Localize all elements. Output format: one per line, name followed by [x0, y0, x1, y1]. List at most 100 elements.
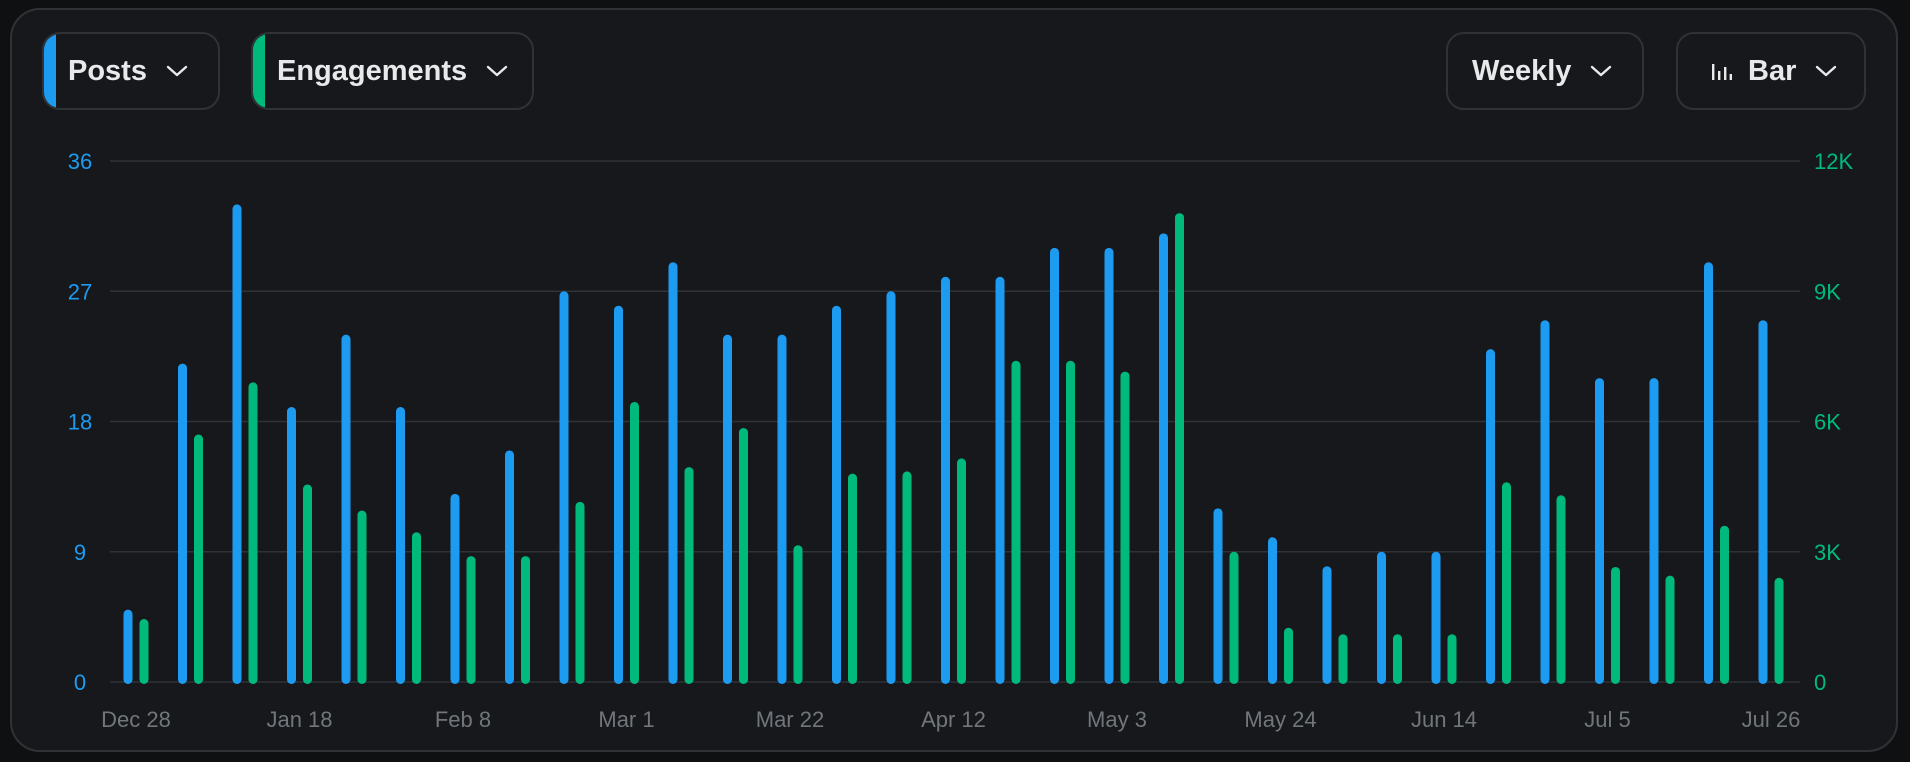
bars	[123, 204, 1784, 685]
engagements-bar[interactable]	[1175, 213, 1184, 684]
left-axis-tick-label: 36	[68, 149, 92, 174]
posts-bar[interactable]	[1758, 320, 1768, 684]
metric2-selector[interactable]: Engagements	[251, 32, 534, 110]
posts-bar[interactable]	[287, 407, 296, 684]
posts-bar[interactable]	[123, 609, 133, 684]
posts-bar[interactable]	[232, 204, 242, 684]
right-axis-tick-label: 0	[1814, 670, 1826, 695]
engagements-bar[interactable]	[466, 556, 476, 684]
engagements-bar[interactable]	[1774, 577, 1784, 684]
posts-bar[interactable]	[450, 493, 460, 684]
engagements-bar[interactable]	[521, 556, 530, 684]
chart-card	[10, 8, 1898, 752]
posts-bar[interactable]	[886, 291, 896, 684]
engagements-bar[interactable]	[684, 467, 694, 684]
metric2-color-swatch	[253, 34, 265, 108]
left-axis-tick-label: 0	[74, 670, 86, 695]
bar-chart-icon	[1710, 60, 1732, 82]
posts-bar[interactable]	[941, 276, 950, 684]
posts-bar[interactable]	[1213, 508, 1223, 684]
posts-bar[interactable]	[1050, 247, 1059, 685]
x-axis-tick-label: Mar 22	[756, 707, 824, 732]
chevron-down-icon	[1589, 63, 1613, 79]
posts-bar[interactable]	[178, 363, 187, 684]
posts-bar[interactable]	[1159, 233, 1168, 684]
left-axis-tick-label: 18	[68, 410, 92, 435]
posts-bar[interactable]	[777, 334, 787, 684]
metric2-label: Engagements	[277, 54, 468, 87]
posts-bar[interactable]	[1322, 566, 1332, 684]
interval-selector[interactable]: Weekly	[1446, 32, 1644, 110]
x-axis-tick-label: Jun 14	[1411, 707, 1477, 732]
posts-bar[interactable]	[668, 262, 678, 684]
engagements-bar[interactable]	[248, 382, 258, 684]
engagements-bar[interactable]	[303, 484, 312, 684]
x-axis-tick-label: Jul 5	[1584, 707, 1630, 732]
right-axis-tick-label: 9K	[1814, 279, 1841, 304]
engagements-bar[interactable]	[902, 471, 912, 684]
posts-bar[interactable]	[1486, 349, 1495, 684]
engagements-bar[interactable]	[1447, 634, 1457, 684]
posts-bar[interactable]	[723, 334, 732, 684]
engagements-bar[interactable]	[848, 473, 857, 684]
engagements-bar[interactable]	[1720, 525, 1729, 684]
posts-bar[interactable]	[832, 305, 841, 684]
x-axis-tick-label: May 3	[1087, 707, 1147, 732]
posts-bar[interactable]	[1104, 247, 1114, 685]
grid-lines	[110, 160, 1800, 683]
posts-bar[interactable]	[1540, 320, 1550, 684]
left-axis-ticks: 0 9 18 27 36	[68, 149, 92, 695]
posts-bar[interactable]	[1268, 537, 1277, 684]
left-axis-tick-label: 27	[68, 279, 92, 304]
engagements-bar[interactable]	[1393, 634, 1402, 684]
interval-label: Weekly	[1472, 54, 1572, 87]
x-axis-tick-label: Apr 12	[921, 707, 986, 732]
chevron-down-icon	[165, 63, 189, 79]
engagements-bar[interactable]	[357, 510, 367, 684]
posts-bar[interactable]	[341, 334, 351, 684]
right-axis-ticks: 0 3K 6K 9K 12K	[1814, 149, 1853, 695]
x-axis-ticks: Dec 28 Jan 18 Feb 8 Mar 1 Mar 22 Apr 12 May 3 M…	[101, 707, 1800, 732]
x-axis-tick-label: Mar 1	[598, 707, 654, 732]
engagements-bar[interactable]	[1338, 634, 1348, 684]
x-axis-tick-label: Feb 8	[435, 707, 491, 732]
engagements-bar[interactable]	[1611, 566, 1620, 684]
posts-bar[interactable]	[396, 407, 405, 684]
engagements-bar[interactable]	[1284, 627, 1293, 684]
engagements-bar[interactable]	[630, 401, 639, 684]
posts-bar[interactable]	[1704, 262, 1713, 684]
engagements-bar[interactable]	[1502, 482, 1511, 684]
engagements-bar[interactable]	[1011, 360, 1021, 684]
posts-bar[interactable]	[1377, 551, 1386, 684]
engagements-bar[interactable]	[412, 532, 421, 684]
metric1-selector[interactable]: Posts	[42, 32, 220, 110]
right-axis-tick-label: 6K	[1814, 410, 1841, 435]
engagements-bar[interactable]	[194, 434, 203, 684]
engagements-bar[interactable]	[139, 619, 149, 684]
engagements-bar[interactable]	[739, 428, 748, 684]
left-axis-tick-label: 9	[74, 540, 86, 565]
posts-bar[interactable]	[1431, 551, 1441, 684]
x-axis-tick-label: Jul 26	[1742, 707, 1801, 732]
engagements-bar[interactable]	[957, 458, 966, 684]
posts-bar[interactable]	[995, 276, 1005, 684]
metric1-label: Posts	[68, 54, 147, 87]
metric1-color-swatch	[44, 34, 56, 108]
chevron-down-icon	[1814, 63, 1838, 79]
engagements-bar[interactable]	[793, 545, 803, 684]
posts-bar[interactable]	[505, 450, 514, 684]
posts-bar[interactable]	[559, 291, 569, 684]
engagements-bar[interactable]	[1066, 360, 1075, 684]
posts-bar[interactable]	[614, 305, 623, 684]
chart-type-selector[interactable]: Bar	[1676, 32, 1866, 110]
engagements-bar[interactable]	[575, 501, 585, 684]
engagements-bar[interactable]	[1229, 551, 1239, 684]
x-axis-tick-label: Dec 28	[101, 707, 171, 732]
posts-bar[interactable]	[1649, 378, 1659, 684]
engagements-bar[interactable]	[1665, 575, 1675, 684]
engagements-bar[interactable]	[1120, 371, 1130, 684]
chart-type-label: Bar	[1748, 54, 1797, 87]
posts-bar[interactable]	[1595, 378, 1604, 684]
engagements-bar[interactable]	[1556, 495, 1566, 684]
